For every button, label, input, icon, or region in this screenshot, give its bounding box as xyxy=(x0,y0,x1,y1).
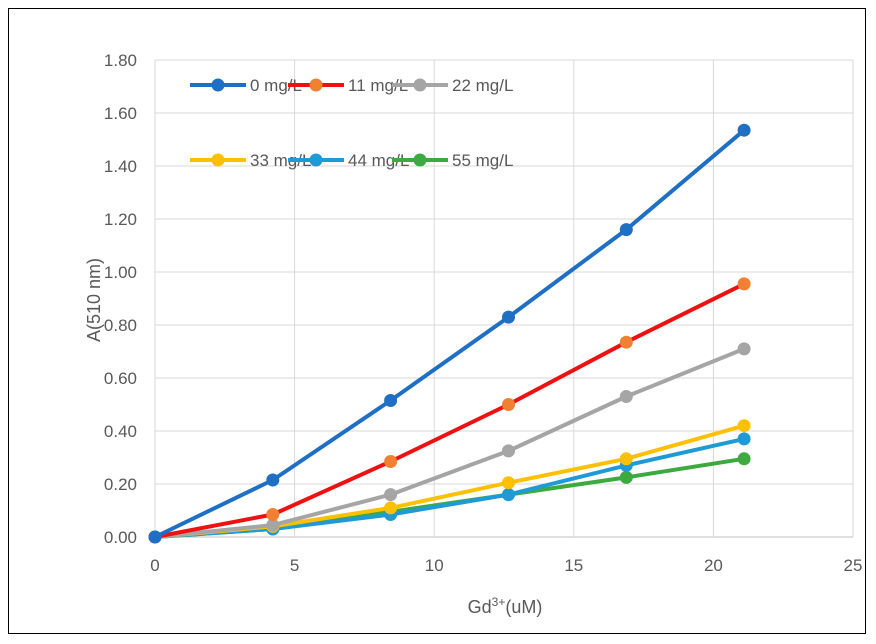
data-point xyxy=(266,518,280,532)
legend-item: 22 mg/L xyxy=(392,76,513,95)
legend-item: 44 mg/L xyxy=(288,151,409,170)
legend-label: 55 mg/L xyxy=(452,151,513,170)
data-point xyxy=(619,390,633,403)
data-point xyxy=(619,335,633,349)
legend-swatch-marker xyxy=(211,153,225,167)
y-tick-label: 1.00 xyxy=(104,263,137,282)
legend-swatch-marker xyxy=(309,78,323,92)
y-tick-label: 0.60 xyxy=(104,369,137,388)
data-point xyxy=(737,123,751,137)
series-0 xyxy=(148,123,751,544)
data-point xyxy=(384,394,398,407)
legend-item: 33 mg/L xyxy=(190,151,311,170)
y-tick-label: 0.20 xyxy=(104,475,137,494)
y-tick-label: 0.40 xyxy=(104,422,137,441)
x-axis-title-main: Gd xyxy=(468,597,492,617)
y-tick-label: 0.00 xyxy=(104,528,137,547)
x-tick-label: 20 xyxy=(704,556,723,575)
y-axis-title: A(510 nm) xyxy=(84,258,104,342)
legend-label: 44 mg/L xyxy=(348,151,409,170)
legend-item: 11 mg/L xyxy=(288,76,408,95)
series-line xyxy=(153,436,747,539)
legend: 0 mg/L 11 mg/L 22 mg/L 33 mg/L 44 mg/L 55 mg/… xyxy=(190,76,513,170)
x-axis-title: Gd3+(uM) xyxy=(468,595,543,617)
series-2 xyxy=(148,342,751,544)
data-point xyxy=(502,488,515,502)
series-line xyxy=(153,456,747,539)
tick-labels: 0.00 0.20 0.40 0.60 0.80 1.00 1.20 1.40 1.60 1.80… xyxy=(104,51,863,575)
data-point xyxy=(384,488,398,502)
y-tick-label: 1.40 xyxy=(104,157,137,176)
chart-frame xyxy=(8,8,866,634)
legend-item: 55 mg/L xyxy=(392,151,513,170)
data-point xyxy=(737,342,751,356)
legend-swatch-marker xyxy=(413,78,427,92)
x-axis-title-sup: 3+ xyxy=(492,595,506,609)
data-point xyxy=(266,473,280,487)
data-point xyxy=(502,476,515,490)
y-tick-label: 1.80 xyxy=(104,51,137,70)
data-point xyxy=(619,470,633,484)
data-point xyxy=(619,223,633,237)
legend-swatch-marker xyxy=(309,153,323,167)
data-point xyxy=(737,419,751,433)
data-point xyxy=(384,455,398,468)
y-tick-label: 1.60 xyxy=(104,104,137,123)
legend-label: 22 mg/L xyxy=(452,76,513,95)
data-point xyxy=(266,508,280,521)
legend-label: 0 mg/L xyxy=(250,76,302,95)
legend-swatch-marker xyxy=(413,153,427,167)
data-point xyxy=(737,432,751,446)
legend-label: 33 mg/L xyxy=(250,151,311,170)
legend-item: 0 mg/L xyxy=(190,76,302,95)
x-tick-label: 10 xyxy=(425,556,444,575)
x-tick-label: 0 xyxy=(150,556,159,575)
legend-swatch-marker xyxy=(211,78,225,92)
data-point xyxy=(502,398,515,411)
x-axis-title-tail: (uM) xyxy=(505,597,542,617)
legend-label: 11 mg/L xyxy=(348,76,408,95)
series-line xyxy=(153,128,747,539)
data-point xyxy=(384,501,398,515)
data-point xyxy=(619,452,633,466)
data-point xyxy=(737,277,751,291)
series-line xyxy=(153,281,747,539)
x-tick-label: 25 xyxy=(844,556,863,575)
data-point xyxy=(502,310,515,324)
y-tick-label: 1.20 xyxy=(104,210,137,229)
x-tick-label: 15 xyxy=(564,556,583,575)
data-point xyxy=(737,452,751,466)
series-line xyxy=(153,346,747,539)
data-point xyxy=(502,444,515,458)
series-3 xyxy=(148,419,751,544)
x-tick-label: 5 xyxy=(290,556,299,575)
series-layer xyxy=(148,123,751,544)
data-point xyxy=(148,530,162,544)
y-tick-label: 0.80 xyxy=(104,316,137,335)
